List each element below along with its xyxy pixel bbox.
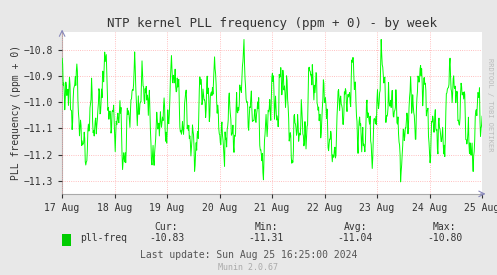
Text: -11.04: -11.04 <box>338 233 373 243</box>
Title: NTP kernel PLL frequency (ppm + 0) - by week: NTP kernel PLL frequency (ppm + 0) - by … <box>107 17 437 31</box>
Text: Last update: Sun Aug 25 16:25:00 2024: Last update: Sun Aug 25 16:25:00 2024 <box>140 250 357 260</box>
Y-axis label: PLL frequency (ppm + 0): PLL frequency (ppm + 0) <box>11 45 21 180</box>
Text: Cur:: Cur: <box>155 222 178 232</box>
Text: RRDTOOL / TOBI OETIKER: RRDTOOL / TOBI OETIKER <box>487 58 493 151</box>
Text: Munin 2.0.67: Munin 2.0.67 <box>219 263 278 272</box>
Text: pll-freq: pll-freq <box>81 233 128 243</box>
Text: -11.31: -11.31 <box>248 233 283 243</box>
Text: Avg:: Avg: <box>343 222 367 232</box>
Text: Max:: Max: <box>433 222 457 232</box>
Text: -10.83: -10.83 <box>149 233 184 243</box>
Text: Min:: Min: <box>254 222 278 232</box>
Text: -10.80: -10.80 <box>427 233 462 243</box>
